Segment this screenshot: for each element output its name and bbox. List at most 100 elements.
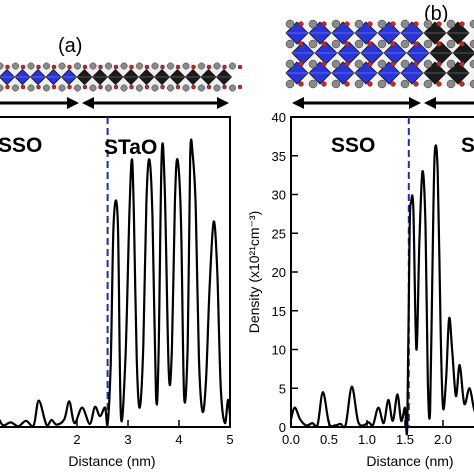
oxygen-atom (113, 84, 119, 90)
oxygen-atom (206, 64, 212, 70)
oxygen-atom (413, 21, 419, 27)
panel-b: (b) SSO STaO 0 5 10 15 20 25 30 35 40 0.0 0.5 1.0 1… (246, 3, 474, 469)
strontium-atom (0, 84, 4, 92)
region-label-sso-b: SSO (331, 134, 375, 157)
oxygen-atom (459, 81, 465, 87)
y-tick-label: 30 (272, 188, 286, 203)
oxygen-atom (390, 41, 396, 47)
oxygen-atom (98, 84, 103, 90)
stao-arrowhead-left-a (82, 97, 94, 109)
octahedron-shape (76, 68, 93, 86)
oxygen-atom (298, 21, 304, 27)
strontium-atom (377, 79, 387, 89)
oxygen-atom (20, 84, 26, 90)
strontium-atom (354, 79, 364, 89)
stao-arrowhead-right-a (217, 97, 229, 109)
strontium-atom (331, 59, 341, 69)
x-tick-label: 2.0 (434, 432, 452, 447)
y-tick-label: 15 (272, 304, 286, 319)
oxygen-atom (237, 84, 243, 90)
strontium-atom (308, 79, 318, 89)
oxygen-atom (98, 64, 103, 70)
octahedron-shape (215, 68, 233, 86)
oxygen-atom (321, 41, 327, 47)
oxygen-atom (413, 61, 419, 67)
strontium-atom (469, 19, 474, 29)
oxygen-atom (344, 41, 350, 47)
oxygen-atom (160, 84, 165, 90)
oxygen-atom (298, 41, 304, 47)
oxygen-atom (459, 61, 465, 67)
octahedron-shape (60, 68, 78, 86)
octahedron-shape (0, 68, 16, 86)
oxygen-atom (344, 61, 350, 67)
octahedron-shape (200, 68, 217, 86)
oxygen-atom (367, 61, 373, 67)
strontium-atom (229, 62, 236, 70)
strontium-atom (308, 59, 318, 69)
strontium-atom (354, 59, 364, 69)
strontium-atom (469, 59, 474, 69)
octahedron-shape (169, 68, 186, 86)
oxygen-atom (82, 64, 88, 70)
strontium-atom (308, 19, 318, 29)
strontium-atom (167, 84, 174, 92)
oxygen-atom (367, 81, 373, 87)
y-axis-title-b: Density (x10²¹cm⁻³) (246, 211, 262, 334)
octahedron-shape (45, 68, 62, 86)
strontium-atom (423, 19, 433, 29)
oxygen-atom (436, 81, 442, 87)
x-axis-a: 2 3 4 5 (73, 420, 234, 447)
strontium-atom (74, 84, 81, 92)
octahedron-shape (29, 68, 47, 86)
strontium-atom (446, 59, 456, 69)
strontium-atom (354, 39, 364, 49)
strontium-atom (446, 79, 456, 89)
strontium-atom (229, 84, 236, 92)
sso-arrowhead-right-b (409, 97, 421, 109)
strontium-atom (213, 84, 221, 92)
region-arrows-b (292, 97, 474, 109)
oxygen-atom (129, 84, 134, 90)
strontium-atom (136, 62, 143, 70)
crystal-structure-b-image (285, 19, 474, 89)
oxygen-atom (413, 41, 419, 47)
oxygen-atom (367, 41, 373, 47)
x-tick-label: 1.5 (396, 432, 414, 447)
strontium-atom (12, 84, 19, 92)
oxygen-atom (191, 64, 196, 70)
oxygen-atom (144, 64, 150, 70)
strontium-atom (120, 62, 128, 70)
strontium-atom (308, 39, 318, 49)
y-tick-label: 10 (272, 343, 286, 358)
x-tick-label: 5 (226, 432, 233, 447)
octahedron-shape (14, 68, 31, 86)
x-tick-label: 4 (175, 432, 182, 447)
oxygen-atom (160, 64, 165, 70)
oxygen-atom (191, 84, 196, 90)
strontium-atom (105, 84, 112, 92)
oxygen-atom (321, 61, 327, 67)
oxygen-atom (129, 64, 134, 70)
x-tick-label: 2 (73, 432, 80, 447)
oxygen-atom (344, 81, 350, 87)
y-tick-label: 5 (279, 381, 286, 396)
panel-a: (a) SSO STaO 2 3 4 5 Distance (nm) (0, 35, 243, 469)
x-tick-label: 0.0 (282, 432, 300, 447)
y-axis-b: 0 5 10 15 20 25 30 35 40 (272, 110, 298, 435)
strontium-atom (377, 19, 387, 29)
oxygen-atom (413, 81, 419, 87)
strontium-atom (400, 79, 410, 89)
octahedron-shape (184, 68, 202, 86)
sso-arrowhead-a (67, 97, 79, 109)
plot-frame-a (0, 116, 231, 428)
strontium-atom (331, 19, 341, 29)
strontium-atom (182, 84, 190, 92)
oxygen-atom (459, 41, 465, 47)
strontium-atom (74, 62, 81, 70)
density-series-a (0, 138, 232, 428)
strontium-atom (43, 62, 50, 70)
strontium-atom (285, 59, 295, 69)
strontium-atom (446, 39, 456, 49)
oxygen-atom (36, 84, 41, 90)
